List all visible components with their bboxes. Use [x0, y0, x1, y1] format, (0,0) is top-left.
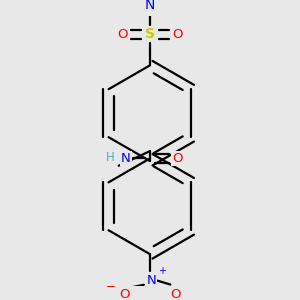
Text: S: S: [145, 27, 155, 41]
Text: H: H: [106, 151, 115, 164]
Text: O: O: [173, 28, 183, 40]
Text: O: O: [117, 28, 127, 40]
Text: O: O: [172, 152, 182, 165]
Text: +: +: [158, 266, 166, 277]
Text: N: N: [121, 152, 131, 165]
Text: O: O: [170, 288, 181, 300]
Text: N: N: [146, 274, 156, 287]
Text: O: O: [119, 288, 130, 300]
Text: N: N: [145, 0, 155, 13]
Text: −: −: [106, 280, 116, 293]
